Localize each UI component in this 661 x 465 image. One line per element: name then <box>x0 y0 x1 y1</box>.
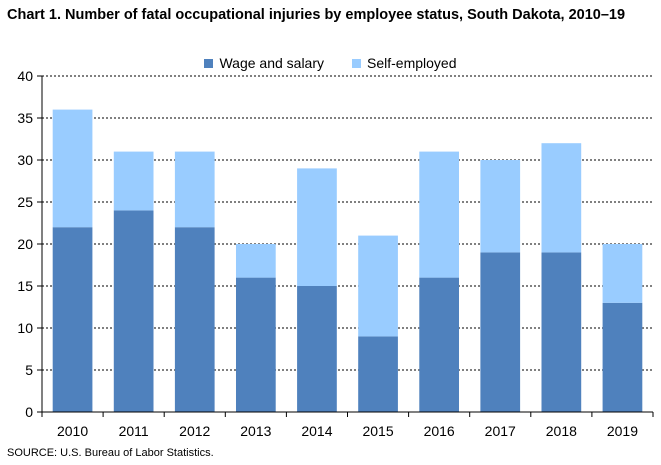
bar-self-employed <box>602 244 643 303</box>
x-tick-label: 2015 <box>362 423 393 439</box>
bar-self-employed <box>52 109 93 228</box>
x-axis-ticks: 2010 2011 2012 2013 2014 2015 2016 2017 2018 2019 <box>57 423 638 439</box>
legend-label-wage: Wage and salary <box>219 55 325 71</box>
y-tick-label: 40 <box>17 68 33 84</box>
bar-self-employed <box>113 151 154 211</box>
x-tick-label: 2012 <box>179 423 210 439</box>
source-note: SOURCE: U.S. Bureau of Labor Statistics. <box>7 447 214 459</box>
bar-wage-and-salary <box>235 277 276 412</box>
legend-swatch-self <box>352 58 362 68</box>
x-tick-label: 2019 <box>607 423 638 439</box>
legend: Wage and salary Self-employed <box>0 54 661 72</box>
x-tick-label: 2018 <box>546 423 577 439</box>
bar-wage-and-salary <box>52 227 93 412</box>
y-tick-label: 10 <box>17 320 33 336</box>
x-tick-label: 2010 <box>57 423 88 439</box>
bar-self-employed <box>297 168 337 286</box>
bar-wage-and-salary <box>113 210 154 412</box>
bar-self-employed <box>419 151 460 278</box>
bar-self-employed <box>358 235 398 337</box>
bar-wage-and-salary <box>297 286 337 412</box>
bar-self-employed <box>235 244 276 278</box>
x-tick-label: 2017 <box>485 423 516 439</box>
legend-swatch-wage <box>204 58 214 68</box>
y-tick-label: 35 <box>17 110 33 126</box>
y-tick-label: 5 <box>25 362 33 378</box>
x-tick-label: 2011 <box>119 423 149 439</box>
bar-wage-and-salary <box>358 336 398 412</box>
y-tick-label: 0 <box>25 404 33 420</box>
bar-self-employed <box>174 151 215 228</box>
x-tick-label: 2016 <box>424 423 455 439</box>
y-tick-label: 15 <box>17 278 33 294</box>
bar-self-employed <box>541 143 582 253</box>
y-tick-label: 25 <box>17 194 33 210</box>
bar-wage-and-salary <box>174 227 215 412</box>
axes <box>37 75 654 417</box>
y-tick-label: 30 <box>17 152 33 168</box>
x-tick-label: 2013 <box>240 423 271 439</box>
y-axis-ticks: 0 5 10 15 20 25 30 35 40 <box>17 68 33 420</box>
y-tick-label: 20 <box>17 236 33 252</box>
bar-self-employed <box>480 160 521 253</box>
bars <box>52 109 643 412</box>
legend-item-wage: Wage and salary <box>204 55 324 71</box>
legend-item-self: Self-employed <box>352 55 457 71</box>
x-tick-label: 2014 <box>301 423 332 439</box>
bar-wage-and-salary <box>541 252 582 412</box>
bar-wage-and-salary <box>602 302 643 412</box>
chart-title: Chart 1. Number of fatal occupational in… <box>7 7 626 23</box>
bar-wage-and-salary <box>480 252 521 412</box>
legend-label-self: Self-employed <box>367 55 457 71</box>
bar-wage-and-salary <box>419 277 460 412</box>
